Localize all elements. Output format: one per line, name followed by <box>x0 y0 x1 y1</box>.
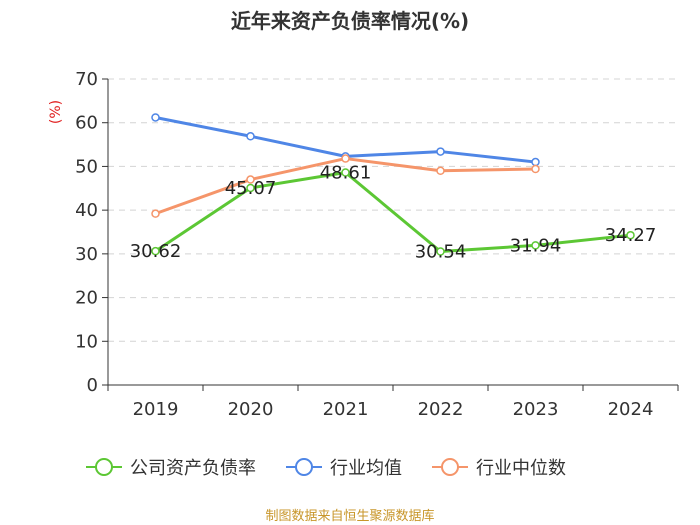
grid <box>108 78 678 342</box>
data-point <box>341 154 350 163</box>
data-point <box>531 164 540 174</box>
data-label: 31.94 <box>510 235 562 256</box>
data-point <box>436 247 445 256</box>
legend-marker <box>441 458 459 476</box>
x-tick-label: 2022 <box>418 399 464 420</box>
chart-title: 近年来资产负债率情况(%) <box>231 9 469 33</box>
data-labels: 30.62 45.07 48.61 30.54 31.94 34.27 <box>130 163 657 263</box>
data-label: 30.62 <box>130 241 182 262</box>
data-point <box>626 230 635 240</box>
x-tick-label: 2023 <box>513 399 559 420</box>
data-point <box>531 241 540 250</box>
data-point <box>341 168 350 177</box>
y-tick-label: 0 <box>87 375 98 396</box>
y-axis-unit: (%) <box>48 100 64 124</box>
data-point <box>531 157 540 167</box>
x-tick-label: 2021 <box>323 399 369 420</box>
y-tick-label: 30 <box>75 244 98 265</box>
data-point <box>151 246 160 256</box>
series-group <box>151 113 635 256</box>
data-point <box>246 183 255 193</box>
axes: 0 10 20 30 40 50 60 70 2019 2020 2021 2022 2023 2024 <box>75 69 679 420</box>
y-tick-label: 20 <box>75 288 98 309</box>
legend-marker <box>295 458 313 476</box>
legend-label[interactable]: 公司资产负债率 <box>130 458 256 479</box>
x-tick-label: 2020 <box>228 399 274 420</box>
x-tick-label: 2019 <box>133 399 179 420</box>
legend-label[interactable]: 行业均值 <box>330 458 402 479</box>
data-point <box>436 147 445 156</box>
source-note: 制图数据来自恒生聚源数据库 <box>265 508 434 524</box>
x-tick-label: 2024 <box>608 399 654 420</box>
data-label: 45.07 <box>225 178 277 199</box>
data-point <box>151 113 160 122</box>
data-label: 48.61 <box>320 163 372 184</box>
y-tick-label: 70 <box>75 69 98 90</box>
data-point <box>151 209 160 218</box>
y-tick-label: 50 <box>75 156 98 177</box>
series-line <box>154 171 631 253</box>
legend[interactable]: 公司资产负债率 行业均值 行业中位数 <box>86 458 566 479</box>
y-tick-label: 40 <box>75 200 98 221</box>
y-tick-label: 10 <box>75 331 98 352</box>
legend-marker <box>95 458 113 476</box>
data-point <box>246 175 255 184</box>
data-label: 30.54 <box>415 241 467 262</box>
legend-label[interactable]: 行业中位数 <box>476 458 566 479</box>
data-point <box>246 132 255 141</box>
data-label: 34.27 <box>605 225 657 246</box>
data-point <box>436 166 445 176</box>
y-tick-label: 60 <box>75 113 98 134</box>
